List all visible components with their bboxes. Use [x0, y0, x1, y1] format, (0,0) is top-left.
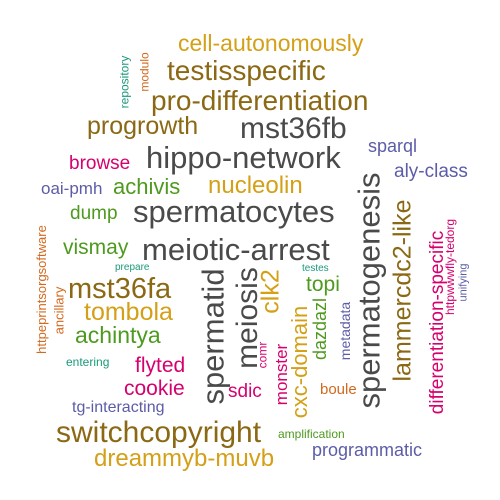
- word-dreammyb-muvb: dreammyb-muvb: [94, 445, 275, 472]
- word-spermatocytes: spermatocytes: [133, 194, 335, 229]
- word-prepare: prepare: [115, 262, 150, 273]
- word-sparql: sparql: [368, 136, 418, 156]
- word-pro-differentiation: pro-differentiation: [151, 85, 369, 116]
- word-meiotic-arrest: meiotic-arrest: [142, 232, 330, 267]
- word-topi: topi: [306, 273, 340, 296]
- word-aly-class: aly-class: [394, 161, 468, 182]
- word-boule: boule: [320, 381, 357, 398]
- word-tg-interacting: tg-interacting: [72, 399, 165, 416]
- word-httpwwwfly-tedorg: httpwwwfly-tedorg: [443, 218, 458, 316]
- word-tombola: tombola: [84, 298, 173, 326]
- word-mst36fb: mst36fb: [240, 112, 347, 145]
- word-modulo: modulo: [137, 52, 152, 92]
- word-cell-autonomously: cell-autonomously: [178, 30, 364, 56]
- word-switchcopyright: switchcopyright: [56, 416, 262, 449]
- word-repository: repository: [116, 55, 131, 109]
- word-unifying: unifying: [457, 263, 470, 301]
- word-comr: comr: [254, 341, 269, 369]
- word-vismay: vismay: [63, 236, 129, 259]
- word-sdic: sdic: [228, 381, 262, 402]
- word-hippo-network: hippo-network: [146, 140, 341, 175]
- word-testes: testes: [302, 263, 329, 274]
- word-amplification: amplification: [278, 427, 345, 441]
- word-httpeprintsorgsoftware: httpeprintsorgsoftware: [33, 224, 49, 354]
- word-ancillary: ancillary: [51, 286, 67, 334]
- word-oai-pmh: oai-pmh: [41, 179, 103, 198]
- word-clk2: clk2: [256, 268, 285, 314]
- word-dazdazl: dazdazl: [310, 297, 331, 361]
- word-achivis: achivis: [113, 174, 181, 199]
- word-spermatogenesis: spermatogenesis: [351, 171, 387, 409]
- word-browse: browse: [69, 153, 131, 174]
- word-mst36fa: mst36fa: [68, 273, 172, 305]
- word-flyted: flyted: [135, 354, 186, 377]
- word-metadata: metadata: [337, 301, 354, 361]
- word-cookie: cookie: [124, 377, 185, 400]
- word-achintya: achintya: [75, 322, 161, 348]
- word-cxc-domain: cxc-domain: [287, 305, 313, 419]
- word-spermatid: spermatid: [195, 267, 231, 405]
- word-programmatic: programmatic: [312, 440, 423, 460]
- word-nucleolin: nucleolin: [208, 172, 303, 199]
- word-dump: dump: [70, 203, 118, 224]
- word-progrowth: progrowth: [87, 112, 199, 140]
- word-entering: entering: [66, 355, 110, 369]
- word-testisspecific: testisspecific: [167, 55, 326, 86]
- word-monster: monster: [271, 343, 291, 405]
- word-lammercdc2-like: lammercdc2-like: [388, 199, 417, 381]
